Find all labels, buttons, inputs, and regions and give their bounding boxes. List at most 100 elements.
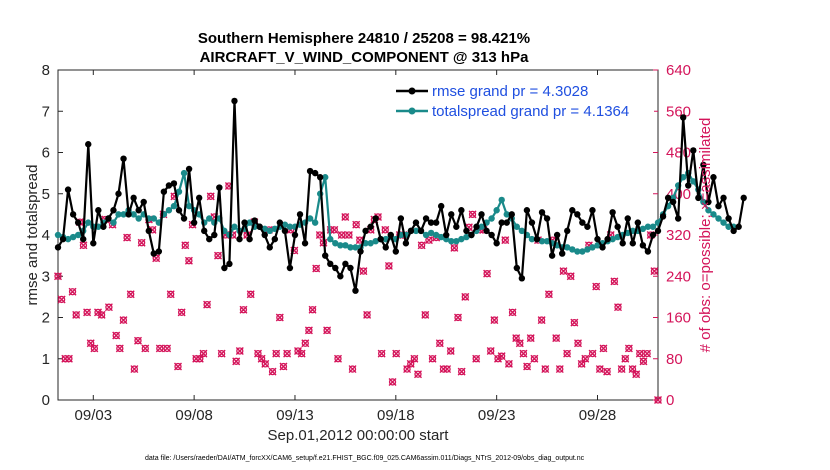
left-tick-label: 8 (42, 62, 50, 79)
obs-possible-point (337, 231, 346, 239)
obs-assimilated-point (443, 365, 452, 374)
obs-possible-point (345, 231, 353, 239)
obs-assimilated-point (119, 316, 128, 325)
rmse-point (301, 240, 309, 247)
rmse-point (720, 194, 727, 202)
obs-assimilated-point (486, 347, 495, 356)
totalspread-point (543, 237, 551, 245)
totalspread-point (422, 231, 430, 239)
rmse-point (69, 211, 77, 218)
obs-assimilated-point (94, 308, 102, 317)
totalspread-point (286, 223, 294, 230)
totalspread-point (579, 248, 586, 255)
obs-possible-point (119, 316, 128, 324)
rmse-point (175, 207, 183, 214)
obs-possible-point (261, 360, 269, 368)
totalspread-point (175, 188, 183, 195)
obs-possible-point (523, 362, 531, 371)
obs-possible-point (581, 355, 589, 363)
rmse-point (422, 215, 430, 222)
rmse-point (316, 174, 324, 181)
totalspread-point (453, 237, 460, 245)
obs-assimilated-point (624, 344, 633, 353)
rmse-point (584, 223, 591, 230)
legend: rmse grand pr = 4.3028 totalspread grand… (392, 79, 654, 125)
x-tick-label: 09/28 (579, 407, 617, 424)
obs-assimilated-point (57, 295, 66, 304)
left-tick-label: 5 (42, 186, 50, 203)
rmse-point (165, 182, 173, 189)
obs-possible-point (141, 344, 149, 353)
obs-assimilated-point (501, 236, 510, 245)
obs-assimilated-point (417, 241, 426, 250)
obs-possible-point (497, 352, 506, 360)
obs-possible-point (359, 267, 368, 275)
obs-assimilated-point (130, 365, 139, 374)
obs-assimilated-point (555, 365, 564, 374)
obs-assimilated-point (581, 354, 590, 363)
rmse-point (559, 250, 566, 257)
totalspread-point (458, 235, 465, 243)
obs-assimilated-point (166, 290, 175, 299)
obs-assimilated-point (235, 347, 244, 356)
rmse-point (513, 264, 521, 272)
rmse-series (54, 97, 747, 294)
obs-assimilated-point (275, 313, 284, 322)
right-tick-label: 320 (666, 227, 691, 244)
rmse-point (427, 219, 435, 226)
rmse-point (669, 198, 677, 206)
rmse-point (110, 207, 117, 214)
rmse-point (115, 190, 122, 197)
obs-possible-point (577, 360, 586, 368)
totalspread-point (639, 225, 647, 233)
rmse-point (397, 215, 405, 222)
rmse-point (306, 167, 314, 175)
obs-assimilated-point (392, 349, 401, 358)
obs-possible-point (83, 308, 91, 316)
legend-spread-marker (408, 107, 416, 115)
rmse-point (528, 219, 536, 226)
left-axis-label: rmse and totalspread (24, 165, 41, 306)
legend-spread-label: totalspread grand pr = 4.1364 (432, 103, 629, 120)
rmse-point (155, 248, 163, 255)
obs-possible-point (636, 349, 644, 358)
rmse-point (659, 213, 667, 220)
obs-possible-point (54, 272, 62, 280)
rmse-point (710, 174, 717, 181)
totalspread-point (347, 244, 354, 251)
obs-assimilated-point (363, 310, 372, 319)
obs-possible-point (90, 344, 99, 353)
rmse-point (170, 180, 178, 187)
rmse-point (342, 260, 349, 268)
totalspread-point (498, 196, 505, 204)
obs-possible-point (305, 326, 313, 335)
obs-assimilated-point (384, 261, 393, 270)
obs-assimilated-point (115, 344, 124, 353)
totalspread-point (367, 240, 374, 247)
rmse-point (221, 264, 228, 272)
rmse-point (256, 223, 263, 230)
obs-possible-point (65, 355, 73, 363)
obs-assimilated-point (552, 334, 561, 343)
legend-rmse-marker (408, 87, 416, 95)
obs-assimilated-point (435, 339, 444, 348)
obs-assimilated-point (315, 231, 324, 239)
rmse-point (412, 219, 420, 226)
obs-possible-point (632, 370, 640, 378)
rmse-point (105, 215, 112, 222)
x-axis-label: Sep.01,2012 00:00:00 start (268, 427, 450, 444)
obs-assimilated-point (504, 359, 513, 368)
rmse-point (654, 227, 662, 235)
obs-possible-point (381, 226, 389, 234)
obs-assimilated-point (308, 305, 317, 314)
left-tick-label: 6 (42, 145, 50, 162)
obs-assimilated-point (181, 241, 190, 250)
obs-assimilated-point (494, 354, 502, 363)
obs-possible-point (167, 290, 175, 298)
obs-assimilated-point (359, 267, 368, 276)
rmse-point (236, 235, 243, 243)
rmse-point (518, 275, 526, 282)
obs-assimilated-point (123, 233, 132, 242)
totalspread-point (478, 223, 485, 230)
